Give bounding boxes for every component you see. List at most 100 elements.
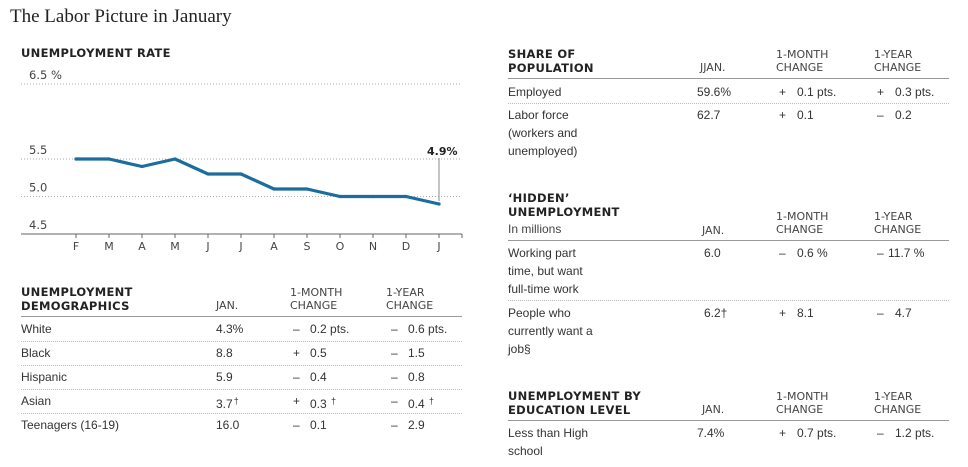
row-month-value: 0.3 † — [310, 392, 336, 413]
row-year-sign: – — [391, 418, 398, 432]
row-divider — [21, 389, 462, 390]
row-month-value: 0.1 — [310, 418, 327, 432]
hidden-header-jan: JAN. — [702, 224, 725, 237]
x-tick-label: J — [238, 240, 242, 253]
row-divider — [21, 413, 462, 414]
share-header-rule — [508, 78, 949, 79]
row-month-number: 0.3 — [310, 397, 327, 411]
row-label: Working part time, but want full-time wo… — [508, 246, 583, 296]
row-divider — [21, 365, 462, 366]
demographics-header-jan: JAN. — [216, 299, 239, 312]
hidden-header-rule — [508, 240, 949, 241]
data-point — [371, 194, 375, 199]
row-jan: 16.0 — [216, 418, 240, 432]
x-tick-label: D — [402, 240, 410, 253]
row-year-sign: – — [391, 322, 398, 336]
row-year-value: 1.5 — [408, 346, 425, 360]
row-year-sign: – — [391, 394, 398, 408]
row-label: Black — [21, 346, 51, 360]
x-tick-label: A — [270, 240, 278, 253]
row-year-sign: + — [877, 85, 885, 99]
row-divider — [508, 300, 949, 301]
data-point — [74, 157, 78, 161]
data-point — [404, 194, 408, 199]
row-jan: 3.7† — [216, 392, 239, 413]
x-tick-label: J — [436, 240, 440, 253]
education-header-1month: 1-MONTH CHANGE — [776, 390, 829, 416]
demographics-header-1year: 1-YEAR CHANGE — [386, 286, 434, 312]
row-year-sign: – — [877, 306, 884, 320]
row-jan-value: 3.7 — [216, 397, 233, 411]
row-month-sign: + — [779, 306, 787, 320]
row-month-value: 0.1 pts. — [797, 85, 837, 99]
share-header-jan: JJAN. — [700, 61, 726, 74]
dagger-footnote-mark: † — [233, 396, 239, 406]
row-month-sign: – — [779, 246, 786, 260]
y-tick-label: 4.5 — [29, 218, 47, 232]
row-divider — [508, 103, 949, 104]
row-label: White — [21, 322, 52, 336]
row-year-value: 11.7 % — [888, 246, 925, 260]
data-point — [305, 187, 309, 191]
unemployment-rate-chart: 6.5 % 5.5 5.0 4.5 F M A M J J A S O N D J 4.9% — [21, 68, 463, 253]
row-label: Asian — [21, 394, 52, 408]
unemployment-rate-line — [74, 157, 441, 206]
row-year-value: 0.8 — [408, 370, 425, 384]
x-tick-label: O — [336, 240, 345, 253]
x-tick-label: M — [104, 240, 114, 253]
row-jan: 6.0 — [704, 246, 721, 260]
page-title: The Labor Picture in January — [10, 6, 232, 27]
row-divider — [21, 341, 462, 342]
row-year-sign: – — [391, 370, 398, 384]
row-jan: 7.4% — [697, 426, 725, 440]
row-label: Teenagers (16-19) — [21, 418, 120, 432]
y-tick-label: 5.0 — [29, 181, 47, 195]
row-label: Employed — [508, 85, 562, 99]
row-jan: 8.8 — [216, 346, 233, 360]
row-jan: 62.7 — [697, 108, 721, 122]
row-month-value: 0.4 — [310, 370, 327, 384]
row-jan: 4.3% — [216, 322, 244, 336]
row-label: Labor force (workers and unemployed) — [508, 108, 578, 158]
row-month-sign: – — [293, 418, 300, 432]
hidden-title: ‘HIDDEN’ UNEMPLOYMENT — [508, 191, 620, 219]
dagger-footnote-mark: † — [429, 396, 435, 406]
data-point — [272, 187, 276, 191]
row-month-sign: – — [293, 370, 300, 384]
y-tick-label: 5.5 — [29, 143, 47, 157]
row-year-value: 0.3 pts. — [895, 85, 935, 99]
row-year-value: 0.2 — [895, 108, 912, 122]
data-point — [140, 164, 144, 169]
row-month-value: 0.1 — [797, 108, 814, 122]
x-tick-label: S — [304, 240, 311, 253]
row-jan: 6.2† — [704, 306, 728, 320]
row-month-sign: + — [779, 108, 787, 122]
x-tick-label: F — [73, 240, 79, 253]
row-year-sign: – — [877, 246, 884, 260]
data-point — [173, 157, 177, 161]
row-year-value: 4.7 — [895, 306, 912, 320]
row-month-sign: + — [293, 394, 301, 408]
annotation-label: 4.9% — [427, 145, 458, 158]
education-header-jan: JAN. — [702, 403, 725, 416]
share-header-1year: 1-YEAR CHANGE — [874, 48, 922, 74]
row-year-value: 1.2 pts. — [895, 426, 935, 440]
row-year-value: 0.4 † — [408, 392, 434, 413]
row-month-value: 0.5 — [310, 346, 327, 360]
chart-title: UNEMPLOYMENT RATE — [21, 46, 171, 60]
share-title: SHARE OF POPULATION — [508, 47, 594, 75]
x-tick-label: M — [170, 240, 180, 253]
row-month-value: 8.1 — [797, 306, 814, 320]
y-tick-label: 6.5 % — [29, 68, 62, 82]
hidden-subtitle: In millions — [508, 222, 562, 236]
row-month-value: 0.6 % — [797, 246, 828, 260]
education-header-1year: 1-YEAR CHANGE — [874, 390, 922, 416]
data-point — [239, 172, 243, 176]
row-label: Hispanic — [21, 370, 68, 384]
row-year-number: 0.4 — [408, 397, 425, 411]
x-tick-label: N — [369, 240, 377, 253]
hidden-header-1month: 1-MONTH CHANGE — [776, 210, 829, 236]
hidden-header-1year: 1-YEAR CHANGE — [874, 210, 922, 236]
demographics-header-rule — [21, 316, 462, 317]
education-title: UNEMPLOYMENT BY EDUCATION LEVEL — [508, 389, 642, 417]
